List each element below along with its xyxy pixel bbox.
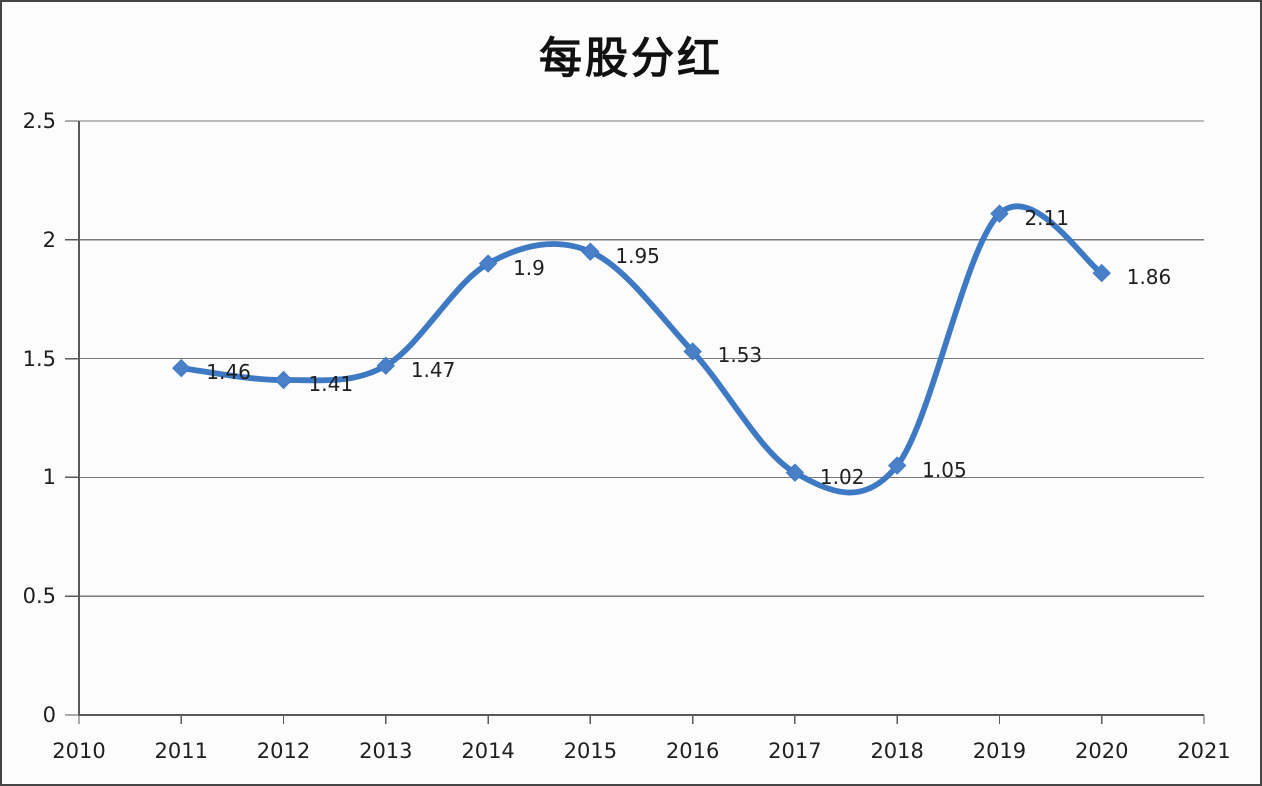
x-tick-label: 2011 (154, 739, 208, 763)
data-point-marker (581, 242, 600, 261)
data-point-marker (376, 356, 396, 375)
data-point-label: 1.05 (922, 457, 967, 482)
x-tick-label: 2019 (972, 739, 1027, 763)
y-tick-label: 2 (42, 227, 56, 252)
data-point-label: 1.95 (615, 243, 660, 268)
data-point-label: 1.41 (308, 371, 354, 396)
x-tick-label: 2020 (1074, 739, 1129, 763)
x-tick-label: 2017 (768, 739, 822, 763)
data-point-marker (274, 370, 293, 390)
x-tick-label: 2015 (563, 739, 618, 763)
x-tick-label: 2010 (52, 739, 106, 763)
x-tick-label: 2016 (665, 739, 720, 763)
data-point-label: 1.9 (513, 255, 545, 280)
data-point-label: 1.46 (206, 360, 251, 385)
data-point-marker (478, 254, 498, 273)
data-point-label: 1.47 (410, 357, 456, 382)
y-tick-label: 1 (42, 465, 56, 490)
x-tick-label: 2012 (256, 739, 311, 763)
data-point-marker (887, 456, 907, 475)
x-tick-label: 2013 (359, 739, 413, 763)
series-line (178, 203, 1105, 496)
x-tick-label: 2021 (1177, 739, 1231, 763)
data-point-marker (785, 463, 805, 482)
chart-title: 每股分红 (539, 34, 723, 84)
data-point-label: 2.11 (1024, 205, 1069, 230)
data-point-label: 1.53 (717, 343, 763, 368)
data-point-label: 1.86 (1126, 265, 1172, 290)
y-tick-label: 1.5 (22, 346, 56, 371)
x-tick-label: 2018 (870, 739, 924, 763)
data-point-marker (990, 204, 1009, 223)
data-point-marker (683, 342, 702, 361)
data-point-marker (172, 358, 191, 378)
y-tick-label: 2.5 (22, 109, 56, 133)
y-tick-label: 0 (42, 703, 56, 727)
data-point-marker (1092, 263, 1111, 283)
x-tick-label: 2014 (461, 739, 515, 763)
y-tick-label: 0.5 (22, 584, 56, 609)
data-point-label: 1.02 (819, 464, 865, 489)
